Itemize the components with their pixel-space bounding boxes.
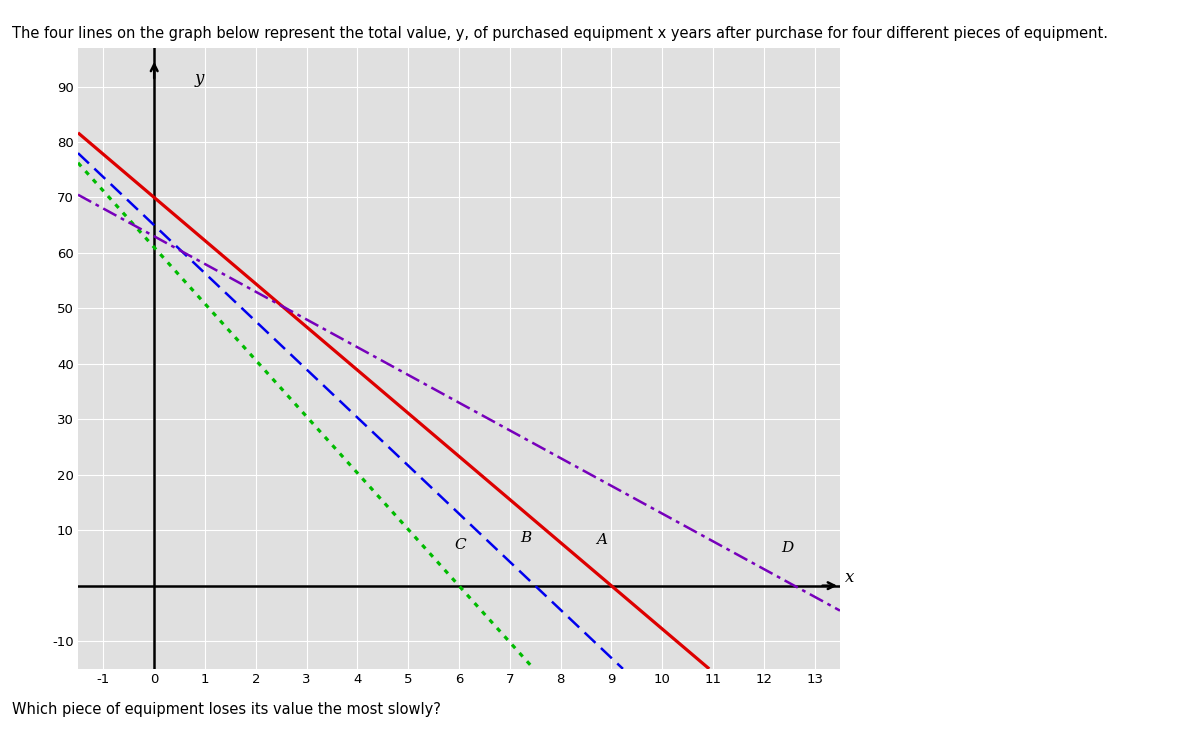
Text: x: x [845, 569, 854, 586]
Text: C: C [454, 538, 466, 552]
Text: y: y [194, 70, 204, 87]
Text: A: A [596, 533, 607, 547]
Text: B: B [520, 531, 532, 545]
Text: The four lines on the graph below represent the total value, y, of purchased equ: The four lines on the graph below repres… [12, 26, 1108, 40]
Text: D: D [781, 541, 794, 555]
Text: Which piece of equipment loses its value the most slowly?: Which piece of equipment loses its value… [12, 702, 440, 717]
